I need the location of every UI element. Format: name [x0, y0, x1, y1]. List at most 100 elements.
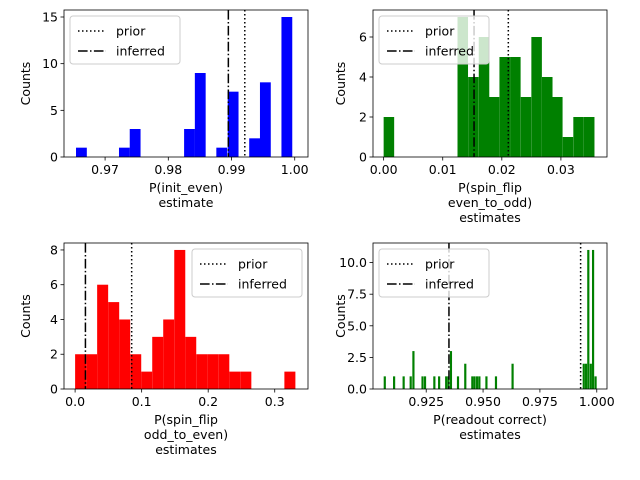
legend: prior inferred — [69, 15, 181, 65]
x-tick-label: 1.000 — [579, 394, 615, 409]
histogram-bar — [402, 376, 405, 389]
x-tick-label: 0.975 — [522, 394, 558, 409]
x-axis-label: P(init_even) — [149, 180, 223, 195]
y-tick-label: 7.5 — [347, 287, 367, 302]
histogram-bar — [152, 336, 164, 389]
x-tick-label: 0.98 — [154, 162, 182, 177]
axes-frame — [63, 9, 309, 158]
y-tick-label: 15 — [42, 10, 58, 25]
x-axis-label: P(spin_flip — [458, 180, 522, 195]
histogram-bar — [383, 376, 386, 389]
y-tick-label: 0 — [50, 150, 58, 165]
axes-frame — [372, 242, 608, 390]
histogram-bar — [249, 138, 261, 157]
y-tick-label: 10 — [42, 56, 58, 71]
subplot-1: 0.97 0.98 0.99 1.00 0 5 10 15 P(init_even)estima… — [18, 10, 309, 211]
y-axis-label: Counts — [333, 294, 348, 338]
histogram-bar — [583, 117, 595, 157]
histogram-bar — [185, 336, 197, 389]
histogram-bar — [129, 129, 141, 157]
histogram-bar — [573, 117, 584, 157]
plot-area — [75, 243, 296, 389]
histogram-bar — [433, 376, 436, 389]
y-tick-label: 6 — [359, 30, 367, 45]
legend-inferred-label: inferred — [116, 44, 165, 59]
histogram-bar — [141, 371, 153, 389]
histogram-bar — [383, 117, 395, 157]
axes-frame — [372, 9, 608, 158]
histogram-bar — [421, 376, 424, 389]
plot-area — [76, 10, 293, 157]
y-tick-label: 6 — [50, 277, 58, 292]
x-tick-label: 0.950 — [465, 394, 501, 409]
histogram-bar — [584, 363, 588, 389]
histogram-bar — [259, 82, 271, 157]
histogram-bar — [218, 354, 230, 389]
histogram-bar — [457, 17, 469, 157]
histogram-bar — [478, 37, 490, 157]
x-tick-label: 0.1 — [132, 394, 152, 409]
x-tick-label: 0.00 — [370, 162, 398, 177]
x-axis-label: estimates — [155, 442, 217, 457]
histogram-bar — [118, 147, 130, 157]
legend-box — [378, 248, 490, 298]
y-axis-label: Counts — [333, 62, 348, 106]
legend-box — [191, 248, 303, 298]
x-axis-label: estimates — [459, 427, 521, 442]
histogram-bar — [194, 73, 206, 157]
x-axis-label: P(readout correct) — [433, 412, 547, 427]
y-axis-label: Counts — [18, 62, 33, 106]
histogram-bar — [591, 249, 595, 389]
y-tick-label: 8 — [50, 242, 58, 257]
histogram-bar — [562, 137, 574, 157]
histogram-bar — [229, 371, 241, 389]
legend-inferred-label: inferred — [238, 277, 287, 292]
x-tick-label: 0.02 — [488, 162, 516, 177]
legend-prior-label: prior — [116, 24, 146, 39]
y-tick-label: 2 — [359, 110, 367, 125]
histogram-bar — [281, 17, 293, 157]
histogram-bar — [510, 57, 521, 157]
histogram-bar — [184, 129, 195, 157]
histogram-bar — [174, 249, 186, 389]
histogram-bar — [473, 376, 476, 389]
histogram-bar — [119, 319, 131, 389]
histogram-bar — [589, 363, 592, 389]
legend-inferred-label: inferred — [425, 277, 474, 292]
x-tick-label: 0.97 — [91, 162, 119, 177]
y-tick-label: 4 — [50, 312, 58, 327]
y-tick-label: 0 — [50, 382, 58, 397]
x-tick-label: 0.2 — [198, 394, 218, 409]
histogram-bar — [196, 354, 208, 389]
y-tick-label: 5 — [50, 103, 58, 118]
legend-inferred-label: inferred — [425, 44, 474, 59]
histogram-bar — [284, 371, 296, 389]
legend: prior inferred — [378, 15, 490, 65]
x-tick-label: 0.01 — [429, 162, 457, 177]
legend-box — [69, 15, 181, 65]
histogram-bar — [594, 376, 597, 389]
histogram-bar — [227, 91, 239, 157]
histogram-bar — [471, 376, 474, 389]
histogram-bar — [75, 354, 87, 389]
y-tick-label: 0 — [359, 150, 367, 165]
y-tick-label: 4 — [359, 70, 367, 85]
histogram-bar — [409, 376, 412, 389]
histogram-bar — [485, 376, 488, 389]
x-tick-label: 0.3 — [265, 394, 285, 409]
plot-area — [383, 243, 597, 389]
histogram-bar — [76, 147, 87, 157]
histogram-bar — [163, 319, 175, 389]
histogram-bar — [423, 376, 427, 389]
subplot-2: 0.00 0.01 0.02 0.03 0 2 4 6 P(spin_flipeven_to_o… — [333, 9, 608, 225]
histogram-bar — [86, 354, 98, 389]
histogram-bar — [449, 351, 453, 389]
histogram-bar — [511, 363, 514, 389]
histogram-bar — [456, 376, 460, 389]
histogram-bar — [240, 371, 252, 389]
histogram-bar — [542, 77, 553, 157]
histogram-bar — [587, 249, 590, 389]
histogram-bar — [499, 57, 510, 157]
axes-frame — [63, 242, 309, 390]
